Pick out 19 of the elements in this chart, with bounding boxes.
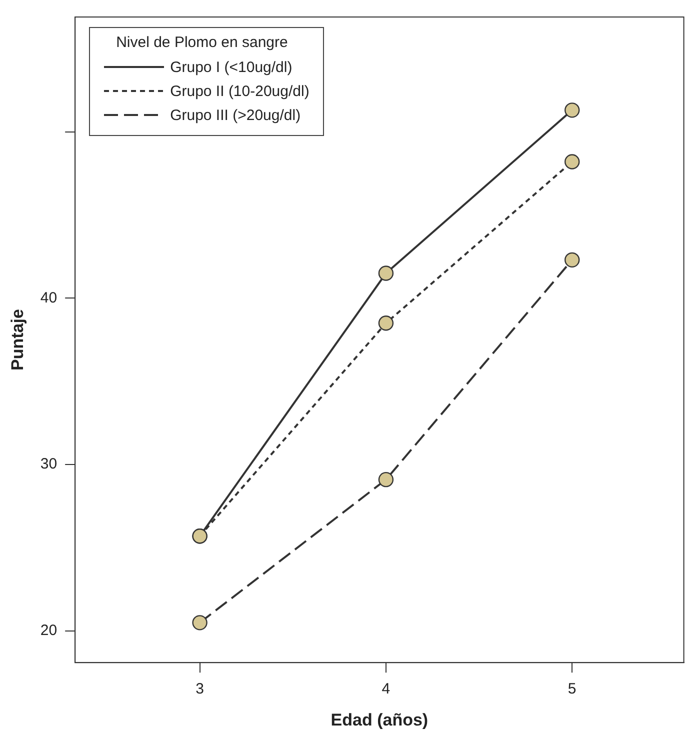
point (192, 615, 208, 630)
legend-label: Grupo III (>20ug/dl) (170, 106, 301, 124)
point (378, 316, 394, 331)
x-tick-label: 3 (196, 680, 204, 698)
x-axis-title: Edad (años) (330, 710, 428, 730)
x-tick-label: 4 (382, 680, 390, 698)
point (378, 472, 394, 488)
x-tick-label: 5 (568, 680, 576, 698)
point (564, 154, 580, 170)
y-tick-label: 30 (40, 456, 58, 473)
legend-title: Nivel de Plomo en sangre (116, 34, 289, 51)
point (564, 102, 580, 118)
y-tick-label: 20 (40, 622, 58, 640)
y-axis-title: Puntaje (8, 309, 27, 371)
point (378, 266, 394, 281)
y-tick-label: 40 (40, 289, 58, 306)
point (564, 252, 580, 268)
legend-label: Grupo II (10-20ug/dl) (170, 82, 310, 100)
legend-label: Grupo I (<10ug/dl) (170, 58, 292, 76)
